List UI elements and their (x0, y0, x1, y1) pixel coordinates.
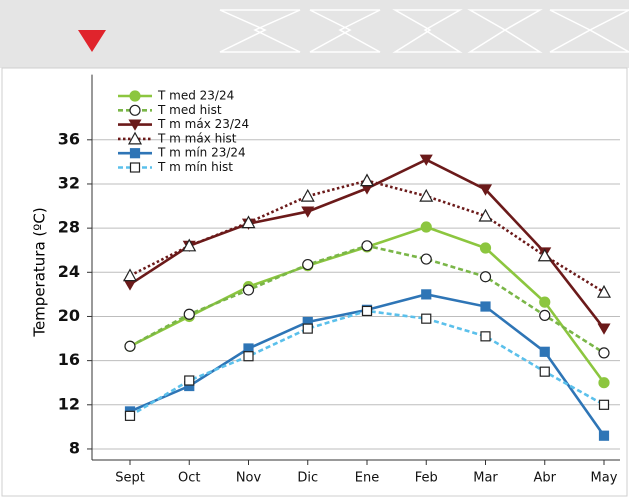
y-tick-label: 20 (58, 306, 80, 325)
marker (421, 289, 432, 300)
marker (241, 215, 256, 229)
marker (420, 221, 432, 233)
marker (361, 240, 373, 252)
legend-marker (129, 148, 141, 159)
legend-label: T m máx 23/24 (157, 117, 249, 131)
chart-panel (1, 67, 628, 497)
marker (184, 375, 195, 386)
x-tick-label: Dic (297, 471, 318, 486)
x-tick-label: Sept (115, 471, 145, 486)
marker (243, 351, 254, 362)
marker (539, 309, 551, 321)
legend-label: T m máx hist (157, 131, 237, 145)
legend-marker (127, 131, 143, 145)
legend-label: T m mín 23/24 (157, 146, 246, 160)
marker (124, 340, 136, 352)
marker (479, 242, 492, 254)
marker (478, 208, 493, 222)
marker (539, 346, 550, 357)
marker (122, 268, 138, 282)
legend-marker (129, 162, 141, 173)
marker (300, 188, 315, 202)
marker (479, 271, 492, 283)
marker (361, 305, 373, 317)
marker (359, 173, 375, 187)
header-band (0, 0, 629, 68)
marker (598, 430, 610, 441)
marker (480, 331, 491, 342)
legend-marker (128, 119, 142, 131)
y-tick-label: 16 (58, 350, 80, 369)
marker (242, 284, 255, 296)
legend-label: T m mín hist (157, 160, 233, 174)
marker (539, 296, 551, 308)
marker (598, 347, 610, 359)
x-tick-label: Ene (355, 471, 379, 486)
y-tick-label: 12 (58, 394, 80, 413)
marker (420, 253, 432, 265)
x-tick-label: Oct (178, 471, 200, 486)
x-tick-label: Abr (534, 471, 557, 486)
header-triangle (78, 30, 106, 52)
y-axis-label: Temperatura (ºC) (31, 207, 49, 337)
marker (597, 323, 611, 335)
legend-marker (129, 90, 141, 102)
y-tick-label: 36 (58, 129, 80, 148)
header-decoration (219, 9, 629, 53)
marker (539, 366, 550, 377)
x-tick-label: Mar (473, 471, 498, 486)
marker (302, 323, 313, 334)
marker (598, 377, 610, 389)
legend-marker (129, 104, 141, 116)
legend-label: T med hist (157, 103, 222, 117)
marker (302, 258, 314, 271)
y-tick-label: 32 (58, 173, 80, 192)
y-tick-label: 8 (69, 438, 80, 457)
marker (183, 308, 195, 320)
marker (537, 248, 552, 262)
legend-label: T med 23/24 (157, 89, 234, 103)
marker (598, 399, 610, 410)
marker (421, 313, 432, 324)
x-tick-label: Feb (415, 471, 438, 486)
marker (182, 238, 197, 252)
marker (419, 188, 434, 202)
marker (419, 154, 433, 166)
x-tick-label: Nov (236, 471, 262, 486)
marker (480, 301, 491, 312)
x-tick-label: May (591, 471, 618, 486)
marker (124, 410, 136, 421)
marker (301, 206, 315, 218)
y-tick-label: 28 (58, 218, 80, 237)
marker (478, 184, 493, 196)
y-tick-label: 24 (58, 262, 80, 281)
marker (596, 284, 612, 298)
